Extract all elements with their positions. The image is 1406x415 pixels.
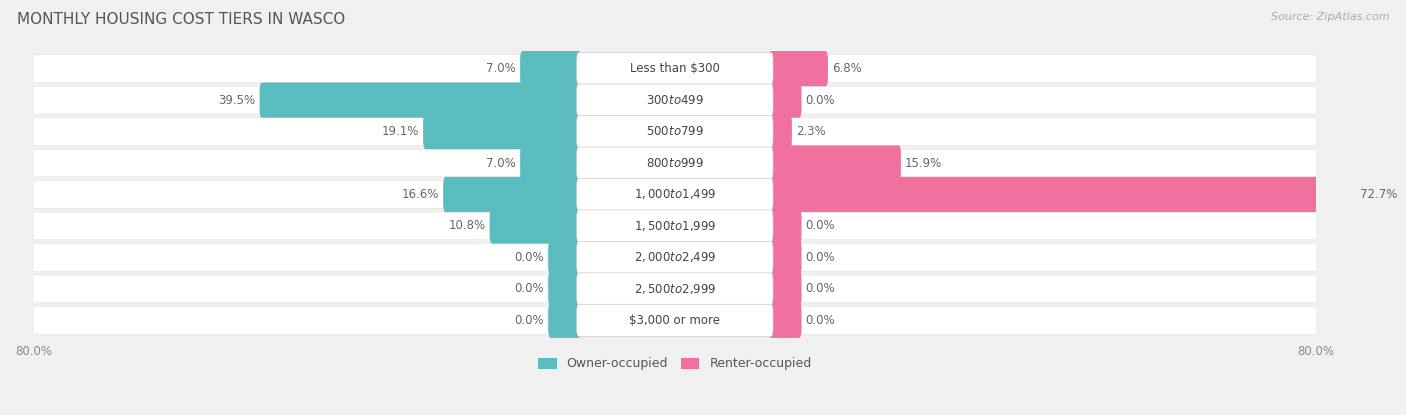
Text: 0.0%: 0.0% [515, 251, 544, 264]
FancyBboxPatch shape [769, 271, 801, 306]
Text: 0.0%: 0.0% [515, 282, 544, 295]
FancyBboxPatch shape [25, 55, 1324, 83]
Text: $2,500 to $2,999: $2,500 to $2,999 [634, 282, 716, 296]
Text: $1,500 to $1,999: $1,500 to $1,999 [634, 219, 716, 233]
FancyBboxPatch shape [576, 273, 773, 305]
FancyBboxPatch shape [769, 51, 828, 86]
FancyBboxPatch shape [576, 147, 773, 179]
FancyBboxPatch shape [443, 177, 581, 212]
Text: $1,000 to $1,499: $1,000 to $1,499 [634, 188, 716, 201]
Text: Source: ZipAtlas.com: Source: ZipAtlas.com [1271, 12, 1389, 22]
Text: 0.0%: 0.0% [515, 314, 544, 327]
FancyBboxPatch shape [25, 149, 1324, 177]
Text: MONTHLY HOUSING COST TIERS IN WASCO: MONTHLY HOUSING COST TIERS IN WASCO [17, 12, 344, 27]
Text: 72.7%: 72.7% [1360, 188, 1398, 201]
FancyBboxPatch shape [576, 115, 773, 148]
FancyBboxPatch shape [769, 83, 801, 118]
Text: $2,000 to $2,499: $2,000 to $2,499 [634, 250, 716, 264]
FancyBboxPatch shape [25, 306, 1324, 334]
FancyBboxPatch shape [576, 242, 773, 273]
FancyBboxPatch shape [25, 118, 1324, 145]
FancyBboxPatch shape [548, 240, 581, 275]
FancyBboxPatch shape [548, 271, 581, 306]
FancyBboxPatch shape [25, 275, 1324, 303]
FancyBboxPatch shape [576, 84, 773, 116]
Text: 0.0%: 0.0% [806, 94, 835, 107]
Text: 7.0%: 7.0% [486, 62, 516, 75]
FancyBboxPatch shape [25, 181, 1324, 208]
FancyBboxPatch shape [489, 208, 581, 244]
FancyBboxPatch shape [260, 83, 581, 118]
FancyBboxPatch shape [576, 53, 773, 85]
Text: 15.9%: 15.9% [905, 156, 942, 169]
FancyBboxPatch shape [576, 178, 773, 210]
Text: 0.0%: 0.0% [806, 251, 835, 264]
FancyBboxPatch shape [769, 145, 901, 181]
FancyBboxPatch shape [769, 177, 1357, 212]
Text: 2.3%: 2.3% [796, 125, 825, 138]
FancyBboxPatch shape [576, 210, 773, 242]
FancyBboxPatch shape [769, 114, 792, 149]
FancyBboxPatch shape [769, 208, 801, 244]
Text: 7.0%: 7.0% [486, 156, 516, 169]
FancyBboxPatch shape [520, 145, 581, 181]
FancyBboxPatch shape [25, 244, 1324, 271]
FancyBboxPatch shape [25, 212, 1324, 240]
FancyBboxPatch shape [423, 114, 581, 149]
Text: $3,000 or more: $3,000 or more [630, 314, 720, 327]
FancyBboxPatch shape [576, 304, 773, 337]
FancyBboxPatch shape [769, 303, 801, 338]
FancyBboxPatch shape [769, 240, 801, 275]
Text: 19.1%: 19.1% [381, 125, 419, 138]
Legend: Owner-occupied, Renter-occupied: Owner-occupied, Renter-occupied [533, 352, 817, 376]
FancyBboxPatch shape [25, 86, 1324, 114]
FancyBboxPatch shape [520, 51, 581, 86]
FancyBboxPatch shape [548, 303, 581, 338]
Text: 10.8%: 10.8% [449, 220, 485, 232]
Text: 0.0%: 0.0% [806, 282, 835, 295]
Text: $800 to $999: $800 to $999 [645, 156, 704, 169]
Text: 6.8%: 6.8% [832, 62, 862, 75]
Text: 0.0%: 0.0% [806, 220, 835, 232]
Text: 39.5%: 39.5% [218, 94, 256, 107]
Text: 0.0%: 0.0% [806, 314, 835, 327]
Text: 16.6%: 16.6% [402, 188, 439, 201]
Text: $500 to $799: $500 to $799 [645, 125, 704, 138]
Text: $300 to $499: $300 to $499 [645, 94, 704, 107]
Text: Less than $300: Less than $300 [630, 62, 720, 75]
